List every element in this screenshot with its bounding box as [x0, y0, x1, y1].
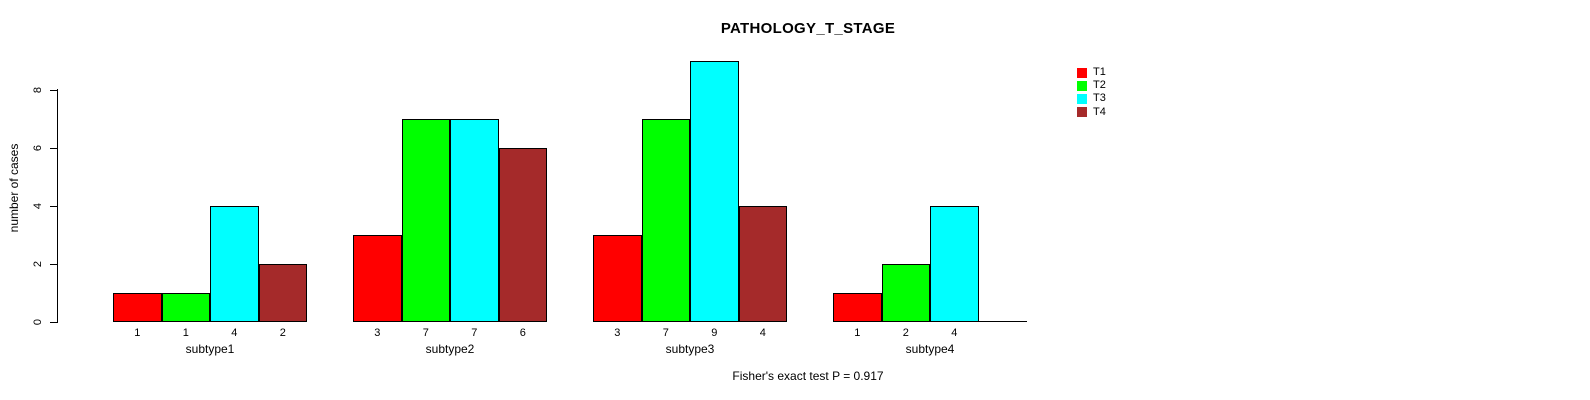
- bar-value-label: 7: [422, 327, 429, 339]
- y-axis-label: number of cases: [7, 143, 21, 233]
- bar-T3-subtype2: [450, 119, 499, 322]
- y-tick-label: 2: [32, 260, 44, 268]
- legend-item-T3: T3: [1077, 92, 1106, 105]
- bar-value-label: 3: [374, 327, 381, 339]
- bar-T1-subtype3: [593, 235, 642, 322]
- y-tick: [50, 264, 57, 265]
- bar-T4-subtype4: [978, 321, 1027, 322]
- bar-T2-subtype2: [401, 119, 450, 322]
- group-label-subtype4: subtype4: [905, 342, 955, 356]
- bar-T3-subtype4: [930, 206, 979, 322]
- legend-swatch-T4: [1077, 107, 1087, 118]
- group-label-subtype3: subtype3: [665, 342, 715, 356]
- bar-T4-subtype3: [738, 206, 787, 322]
- bar-value-label: 2: [279, 327, 286, 339]
- legend: T1 T2 T3 T4: [1077, 66, 1106, 119]
- y-tick-label: 8: [32, 86, 44, 94]
- bar-value-label: 7: [662, 327, 669, 339]
- bar-value-label: 7: [471, 327, 478, 339]
- legend-item-T2: T2: [1077, 79, 1106, 92]
- fisher-test-note: Fisher's exact test P = 0.917: [732, 369, 884, 383]
- bar-value-label: 4: [231, 327, 238, 339]
- legend-label: T1: [1093, 66, 1106, 79]
- y-tick: [50, 322, 57, 323]
- group-label-subtype2: subtype2: [425, 342, 475, 356]
- bar-value-label: 1: [134, 327, 141, 339]
- legend-swatch-T2: [1077, 80, 1087, 91]
- bar-T2-subtype1: [161, 293, 210, 322]
- bar-T2-subtype3: [641, 119, 690, 322]
- group-label-subtype1: subtype1: [185, 342, 235, 356]
- bar-value-label: 3: [614, 327, 621, 339]
- bar-T3-subtype3: [690, 61, 739, 322]
- y-axis-line: [57, 89, 58, 323]
- legend-label: T3: [1093, 92, 1106, 105]
- y-tick-label: 0: [32, 318, 44, 326]
- y-tick: [50, 148, 57, 149]
- bar-value-label: 6: [519, 327, 526, 339]
- bar-T1-subtype4: [833, 293, 882, 322]
- chart-title: PATHOLOGY_T_STAGE: [720, 20, 896, 37]
- bar-T4-subtype1: [258, 264, 307, 322]
- y-tick: [50, 206, 57, 207]
- bar-T2-subtype4: [881, 264, 930, 322]
- legend-swatch-T3: [1077, 93, 1087, 104]
- legend-label: T2: [1093, 79, 1106, 92]
- bar-value-label: 1: [854, 327, 861, 339]
- y-tick: [50, 90, 57, 91]
- bar-value-label: 2: [902, 327, 909, 339]
- bar-value-label: 4: [951, 327, 958, 339]
- legend-item-T4: T4: [1077, 106, 1106, 119]
- bar-value-label: 4: [759, 327, 766, 339]
- bar-T3-subtype1: [210, 206, 259, 322]
- bar-value-label: 1: [182, 327, 189, 339]
- legend-label: T4: [1093, 105, 1106, 118]
- bar-T1-subtype2: [353, 235, 402, 322]
- y-tick-label: 4: [32, 202, 44, 210]
- bar-T4-subtype2: [498, 148, 547, 322]
- legend-swatch-T1: [1077, 67, 1087, 78]
- bar-value-label: 9: [711, 327, 718, 339]
- bar-T1-subtype1: [113, 293, 162, 322]
- legend-item-T1: T1: [1077, 66, 1106, 79]
- y-tick-label: 6: [32, 144, 44, 152]
